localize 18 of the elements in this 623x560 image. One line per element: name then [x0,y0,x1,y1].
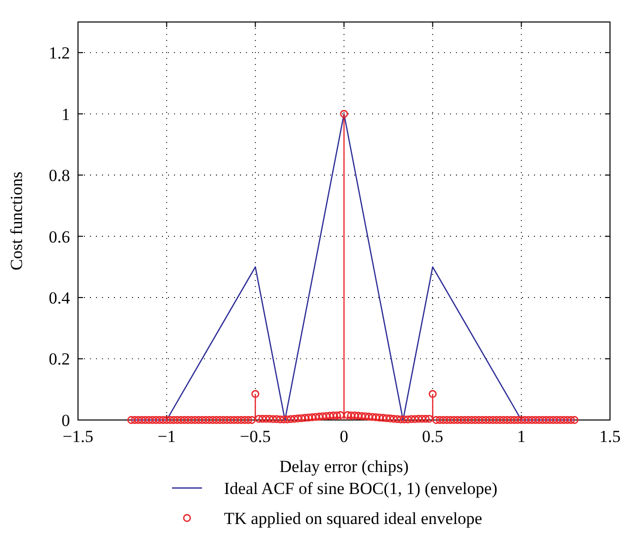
y-tick-label: 0 [62,410,70,430]
x-tick-label: −1 [158,427,176,446]
x-axis-title: Delay error (chips) [279,457,409,476]
legend-label: TK applied on squared ideal envelope [224,508,482,528]
y-tick-label: 0.2 [48,350,70,369]
x-tick-label: 0.5 [422,427,444,446]
legend-label: Ideal ACF of sine BOC(1, 1) (envelope) [224,478,498,498]
y-tick-label: 1 [62,104,70,124]
x-tick-label: 1 [517,427,526,446]
y-tick-label: 0.8 [48,166,70,186]
y-tick-label: 0.4 [48,288,70,308]
x-tick-label: −0.5 [240,427,271,446]
x-tick-label: −1.5 [62,427,94,446]
x-tick-label: 0 [340,427,348,446]
y-axis-title: Cost functions [7,172,26,270]
x-tick-label: 1.5 [599,427,621,446]
y-tick-label: 0.6 [48,227,70,246]
y-tick-label: 1.2 [48,44,70,63]
